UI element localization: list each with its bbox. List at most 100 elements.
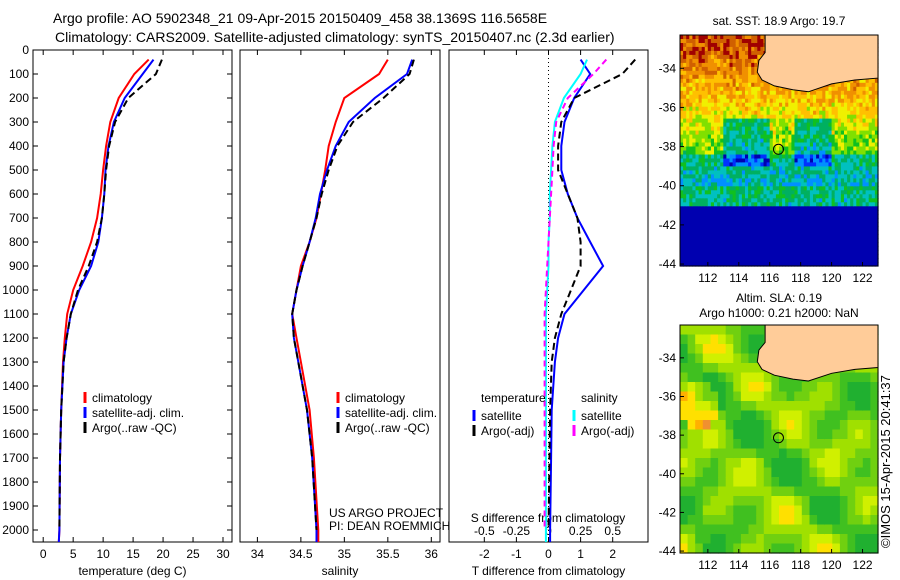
map-cell — [824, 410, 833, 421]
map-cell — [840, 150, 845, 156]
map-cell — [834, 234, 839, 239]
map-cell — [800, 94, 805, 100]
map-cell — [732, 262, 737, 267]
map-cell — [874, 154, 879, 160]
map-cell — [698, 142, 703, 148]
map-cell — [766, 242, 771, 247]
map-cell — [698, 254, 703, 259]
map-cell — [754, 198, 758, 203]
map-cell — [710, 86, 715, 92]
map-cell — [692, 218, 697, 223]
map-cell — [689, 242, 693, 247]
map-cell — [775, 190, 780, 195]
map-cell — [698, 70, 703, 76]
map-cell — [785, 134, 789, 140]
map-cell — [769, 126, 774, 132]
map-cell — [745, 58, 749, 64]
map-cell — [760, 122, 765, 128]
map-cell — [686, 54, 690, 60]
map-cell — [757, 134, 761, 140]
map-cell — [704, 78, 709, 84]
map-cell — [748, 46, 752, 52]
map-cell — [791, 182, 796, 187]
map-cell — [735, 46, 740, 52]
map-cell — [717, 218, 721, 223]
map-cell — [865, 190, 870, 195]
map-cell — [754, 242, 758, 247]
map-cell — [832, 382, 841, 393]
map-cell — [844, 262, 848, 267]
map-cell — [720, 242, 724, 247]
map-cell — [837, 86, 842, 92]
map-cell — [735, 170, 740, 175]
map-cell — [720, 58, 724, 64]
map-cell — [862, 230, 867, 235]
map-cell — [738, 39, 743, 44]
map-cell — [828, 214, 833, 219]
map-cell — [763, 98, 768, 104]
map-cell — [806, 154, 811, 160]
map-cell — [689, 98, 693, 104]
map-cell — [771, 534, 780, 545]
map-cell — [868, 246, 873, 251]
map-cell — [797, 206, 802, 211]
map-cell — [786, 467, 795, 478]
map-cell — [714, 82, 718, 88]
map-cell — [865, 258, 870, 263]
map-cell — [680, 62, 684, 68]
map-cell — [683, 158, 687, 164]
map-cell — [844, 130, 848, 136]
map-cell — [689, 186, 693, 191]
map-cell — [707, 102, 712, 108]
map-cell — [751, 142, 755, 148]
map-cell — [729, 62, 734, 68]
map-cell — [741, 210, 746, 215]
map-cell — [686, 238, 690, 243]
map-cell — [850, 198, 854, 203]
map-cell — [819, 198, 823, 203]
map-cell — [751, 138, 755, 144]
map-cell — [870, 448, 879, 459]
map-cell — [733, 401, 742, 412]
map-cell — [856, 146, 860, 152]
map-cell — [726, 242, 731, 247]
map-cell — [701, 62, 706, 68]
map-cell — [748, 262, 752, 267]
map-cell — [853, 82, 857, 88]
map-cell — [819, 154, 823, 160]
map-cell — [760, 146, 765, 152]
map-cell — [686, 210, 690, 215]
map-cell — [871, 246, 876, 251]
map-cell — [683, 62, 687, 68]
map-cell — [794, 138, 799, 144]
map-cell — [862, 534, 871, 545]
map-cell — [720, 122, 724, 128]
map-cell — [717, 250, 721, 255]
map-cell — [738, 230, 743, 235]
map-cell — [800, 186, 805, 191]
map-cell — [871, 134, 876, 140]
map-cell — [847, 258, 851, 263]
map-cell — [763, 90, 768, 96]
map-cell — [771, 524, 780, 535]
map-cell — [831, 174, 836, 179]
map-cell — [695, 62, 700, 68]
map-cell — [847, 114, 851, 120]
map-cell — [741, 242, 746, 247]
map-cell — [819, 230, 823, 235]
map-cell — [748, 134, 752, 140]
map-cell — [714, 170, 718, 175]
map-cell — [735, 258, 740, 263]
map-cell — [832, 372, 841, 383]
map-cell — [707, 50, 712, 56]
map-cell — [704, 102, 709, 108]
map-cell — [680, 154, 684, 160]
map-frame — [679, 324, 879, 554]
map-cell — [725, 372, 734, 383]
map-cell — [816, 250, 820, 255]
map-cell — [717, 126, 721, 132]
map-cell — [832, 401, 841, 412]
map-cell — [732, 54, 737, 60]
map-cell — [850, 90, 854, 96]
map-cell — [683, 218, 687, 223]
